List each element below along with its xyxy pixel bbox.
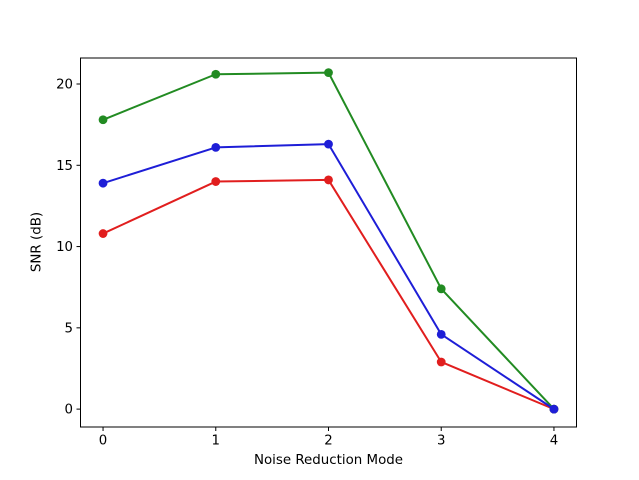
y-tick-label: 0 [65, 403, 73, 418]
y-tick-label: 20 [56, 78, 73, 93]
x-tick-label: 2 [324, 434, 332, 449]
red-series-line [102, 178, 555, 411]
y-tick-label: 15 [56, 159, 73, 174]
red-series-marker [324, 175, 333, 185]
blue-series-marker [324, 139, 333, 149]
red-series-marker [211, 177, 221, 186]
green-series-line [102, 71, 555, 410]
x-tick-label: 0 [99, 434, 107, 449]
blue-series-marker [98, 178, 108, 188]
x-tick-label: 3 [437, 434, 445, 449]
axes-frame [80, 57, 577, 428]
x-axis-label: Noise Reduction Mode [253, 453, 404, 468]
blue-series-marker [436, 329, 446, 339]
green-series-marker [436, 284, 446, 294]
green-series-marker [324, 68, 333, 78]
blue-series-marker [549, 404, 559, 414]
red-series-marker [98, 229, 108, 238]
y-axis-label: SNR (dB) [29, 211, 45, 273]
x-tick-label: 4 [550, 434, 558, 449]
red-series-marker [436, 357, 446, 367]
green-series-marker [211, 69, 221, 79]
x-tick-label: 1 [212, 434, 220, 449]
y-tick-label: 10 [56, 240, 73, 255]
green-series-marker [98, 115, 108, 125]
y-tick-label: 5 [65, 321, 73, 336]
blue-series-marker [211, 143, 221, 152]
